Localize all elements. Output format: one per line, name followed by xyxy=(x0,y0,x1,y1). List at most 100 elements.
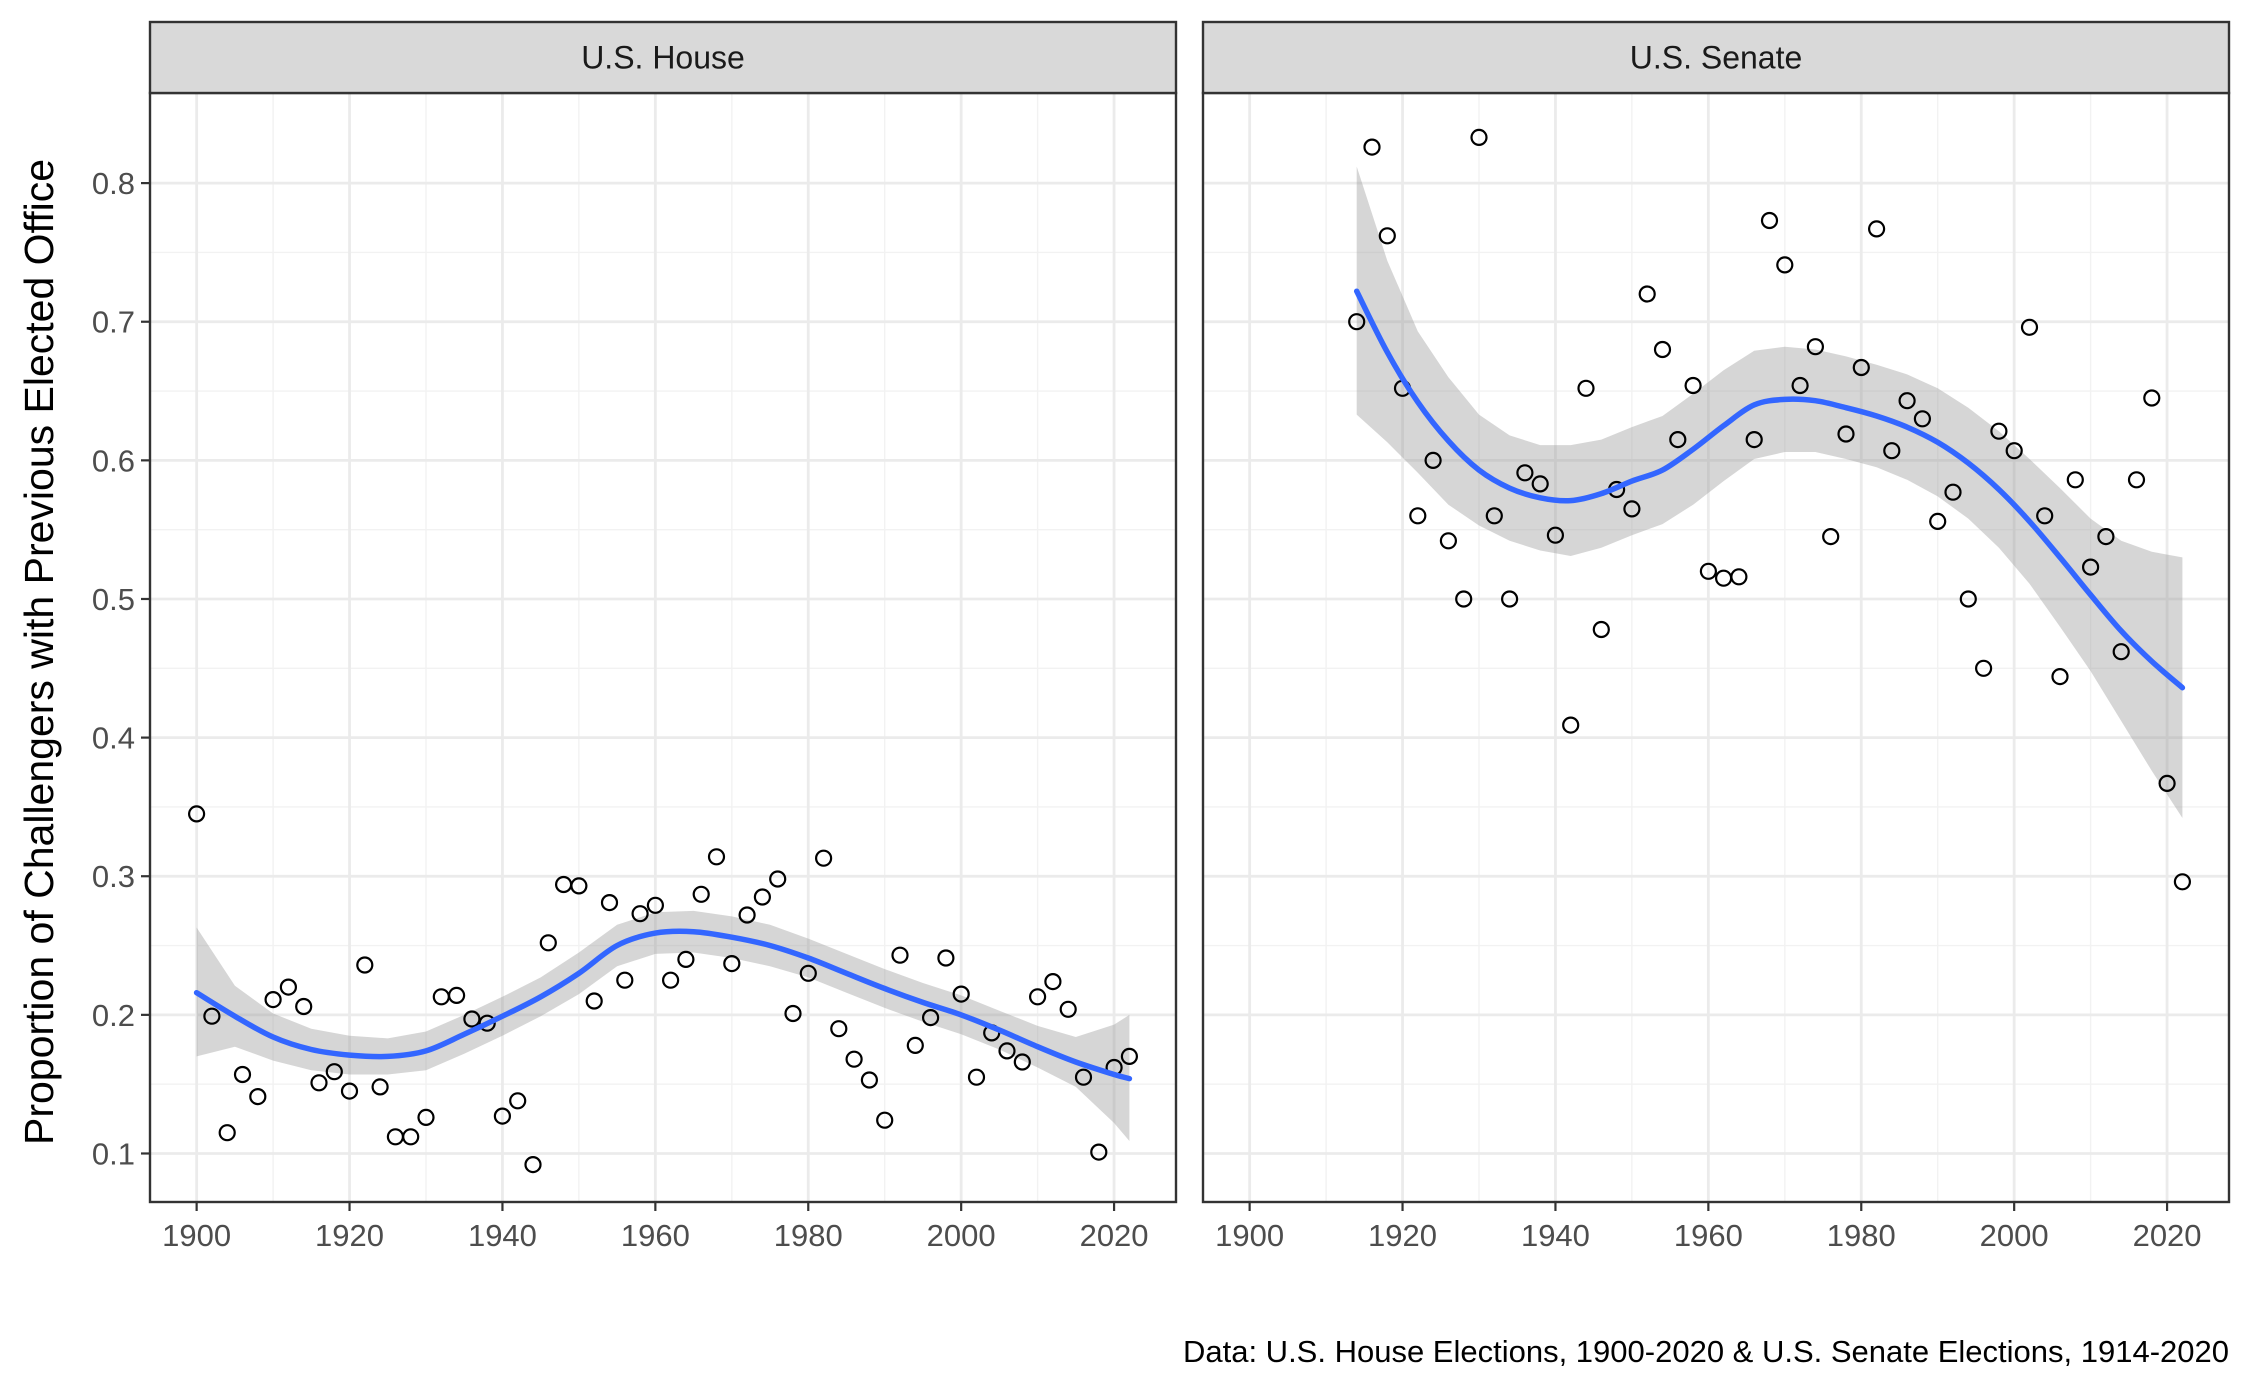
data-point xyxy=(937,949,955,967)
data-point xyxy=(707,848,726,866)
x-tick-label: 1900 xyxy=(162,1218,231,1253)
x-tick-label: 2020 xyxy=(2133,1218,2202,1253)
data-point xyxy=(677,950,695,969)
y-tick-label: 0.3 xyxy=(92,859,135,894)
data-point xyxy=(493,1107,511,1125)
data-point xyxy=(1791,376,1809,395)
data-point xyxy=(998,1042,1016,1060)
x-tick-label: 1960 xyxy=(1674,1218,1743,1253)
data-point xyxy=(340,1082,359,1100)
data-point xyxy=(1363,138,1381,156)
x-tick-label: 1920 xyxy=(1368,1218,1437,1253)
data-point xyxy=(921,1008,940,1027)
data-point xyxy=(249,1087,267,1106)
data-point xyxy=(692,885,710,903)
data-point xyxy=(830,1020,848,1038)
facet-title: U.S. Senate xyxy=(1630,40,1803,76)
panel-background xyxy=(1203,93,2229,1202)
panel-background xyxy=(150,93,1176,1202)
y-tick-label: 0.8 xyxy=(92,166,135,201)
data-point xyxy=(539,934,557,952)
data-point xyxy=(1623,500,1641,518)
data-point xyxy=(478,1014,496,1032)
data-point xyxy=(967,1068,986,1086)
x-tick-label: 2020 xyxy=(1080,1218,1149,1253)
data-point xyxy=(616,971,634,989)
data-point xyxy=(1044,972,1062,991)
data-point xyxy=(1439,532,1458,550)
data-point xyxy=(1699,562,1718,580)
caption: Data: U.S. House Elections, 1900-2020 & … xyxy=(1183,1334,2229,1369)
x-tick-label: 1960 xyxy=(621,1218,690,1253)
smooth-line xyxy=(1353,288,2186,691)
data-point xyxy=(2066,471,2084,489)
x-tick-label: 2000 xyxy=(1980,1218,2049,1253)
data-point xyxy=(2173,873,2191,891)
x-tick-label: 1940 xyxy=(468,1218,537,1253)
data-point xyxy=(295,997,313,1016)
data-point xyxy=(1837,425,1855,443)
data-point xyxy=(952,985,970,1003)
data-point xyxy=(1974,659,1993,677)
data-point xyxy=(1485,507,1503,525)
data-point xyxy=(876,1111,894,1129)
x-tick-label: 1980 xyxy=(774,1218,843,1253)
data-point xyxy=(784,1004,802,1023)
data-point xyxy=(1806,338,1825,356)
data-point xyxy=(524,1155,542,1174)
y-tick-label: 0.6 xyxy=(92,443,135,478)
data-point xyxy=(1409,507,1427,525)
data-point xyxy=(1455,590,1473,608)
data-point xyxy=(1120,1047,1139,1066)
y-tick-label: 0.5 xyxy=(92,582,135,617)
data-point xyxy=(1577,379,1595,397)
facet-strip xyxy=(148,20,1178,95)
data-point xyxy=(417,1108,435,1127)
data-point xyxy=(1929,512,1947,531)
data-point xyxy=(814,849,833,867)
panel-senate: U.S. Senate 1900 1920 1940 1960 1980 2000 2020 xyxy=(1201,20,2231,1253)
data-point xyxy=(356,956,374,974)
x-tick-label: 1940 xyxy=(1521,1218,1590,1253)
data-point xyxy=(1059,1000,1077,1018)
y-tick-label: 0.2 xyxy=(92,998,135,1033)
data-point xyxy=(2127,471,2146,489)
data-point xyxy=(2005,442,2023,460)
data-point xyxy=(906,1036,924,1055)
data-point xyxy=(799,964,817,982)
data-point xyxy=(738,906,756,924)
data-point xyxy=(2143,389,2161,407)
data-point xyxy=(661,971,680,989)
y-tick-label: 0.1 xyxy=(92,1136,135,1171)
data-point xyxy=(1562,716,1580,734)
data-point xyxy=(2051,667,2069,686)
data-point xyxy=(448,986,466,1005)
data-point xyxy=(1944,483,1962,501)
data-point xyxy=(1990,422,2008,440)
data-point xyxy=(402,1128,420,1146)
data-point xyxy=(2020,318,2039,336)
x-tick-label: 1900 xyxy=(1215,1218,1284,1253)
smooth-line xyxy=(193,928,1133,1082)
data-point xyxy=(2112,643,2130,661)
y-axis-label: Proportion of Challengers with Previous … xyxy=(16,159,62,1145)
data-point xyxy=(860,1071,879,1089)
data-point xyxy=(1653,340,1672,359)
data-point xyxy=(1424,451,1442,469)
data-point xyxy=(371,1078,389,1096)
data-point xyxy=(646,896,665,914)
x-tick-label: 2000 xyxy=(927,1218,996,1253)
x-tick-label: 1980 xyxy=(1827,1218,1896,1253)
data-point xyxy=(1028,988,1047,1006)
data-point xyxy=(2158,774,2176,793)
data-point xyxy=(1013,1053,1031,1071)
data-point xyxy=(891,946,909,964)
data-point xyxy=(1546,526,1565,544)
y-tick-label: 0.7 xyxy=(92,305,135,340)
data-point xyxy=(325,1063,343,1081)
data-point xyxy=(463,1010,481,1028)
data-point xyxy=(1913,410,1932,428)
data-point xyxy=(570,877,588,895)
data-point xyxy=(264,990,282,1009)
data-point xyxy=(1760,211,1779,230)
